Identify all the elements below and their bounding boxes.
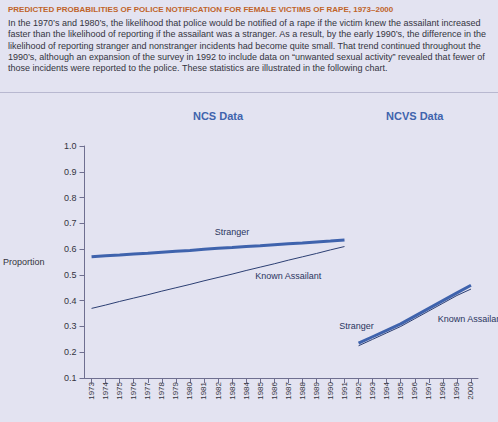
svg-text:1998: 1998: [438, 381, 447, 399]
svg-text:0.6: 0.6: [64, 244, 77, 254]
svg-text:1985: 1985: [256, 381, 265, 399]
svg-text:1994: 1994: [382, 381, 391, 399]
svg-text:1993: 1993: [368, 381, 377, 399]
svg-text:NCVS Data: NCVS Data: [386, 110, 444, 122]
svg-text:0.1: 0.1: [64, 373, 77, 383]
svg-text:0.3: 0.3: [64, 321, 77, 331]
svg-text:1997: 1997: [424, 381, 433, 399]
svg-text:1982: 1982: [214, 381, 223, 399]
svg-text:1980: 1980: [185, 381, 194, 399]
svg-text:2000: 2000: [466, 381, 475, 399]
svg-text:1988: 1988: [298, 381, 307, 399]
svg-text:0.8: 0.8: [64, 193, 77, 203]
svg-text:1986: 1986: [270, 381, 279, 399]
svg-text:1979: 1979: [171, 381, 180, 399]
svg-text:1983: 1983: [228, 381, 237, 399]
svg-text:1989: 1989: [312, 381, 321, 399]
svg-text:1996: 1996: [410, 381, 419, 399]
svg-text:Known Assailant: Known Assailant: [438, 314, 498, 324]
html-text:In the 1970’s and 1980’s, the: In the 1970’s and 1980’s, the likelihood…: [8, 18, 486, 74]
svg-text:Stranger: Stranger: [215, 227, 250, 237]
svg-text:Stranger: Stranger: [339, 321, 374, 331]
svg-text:1984: 1984: [242, 381, 251, 399]
svg-text:Known Assailant: Known Assailant: [255, 271, 322, 281]
svg-text:1987: 1987: [284, 381, 293, 399]
svg-text:1992: 1992: [354, 381, 363, 399]
svg-text:1991: 1991: [340, 381, 349, 399]
svg-text:1990: 1990: [326, 381, 335, 399]
svg-text:1978: 1978: [157, 381, 166, 399]
svg-text:1981: 1981: [199, 381, 208, 399]
svg-text:1975: 1975: [115, 381, 124, 399]
svg-text:1.0: 1.0: [64, 141, 77, 151]
svg-text:0.4: 0.4: [64, 296, 77, 306]
svg-text:0.2: 0.2: [64, 347, 77, 357]
svg-text:0.5: 0.5: [64, 270, 77, 280]
svg-text:NCS Data: NCS Data: [193, 110, 244, 122]
svg-text:1976: 1976: [129, 381, 138, 399]
svg-text:1974: 1974: [101, 381, 110, 399]
html-text:PREDICTED PROBABILITIES OF POL: PREDICTED PROBABILITIES OF POLICE NOTIFI…: [8, 5, 394, 14]
svg-text:1999: 1999: [452, 381, 461, 399]
svg-text:0.7: 0.7: [64, 218, 77, 228]
svg-text:1973: 1973: [87, 381, 96, 399]
svg-text:1977: 1977: [143, 381, 152, 399]
svg-text:0.9: 0.9: [64, 167, 77, 177]
svg-text:Proportion: Proportion: [3, 257, 45, 267]
svg-text:1995: 1995: [396, 381, 405, 399]
